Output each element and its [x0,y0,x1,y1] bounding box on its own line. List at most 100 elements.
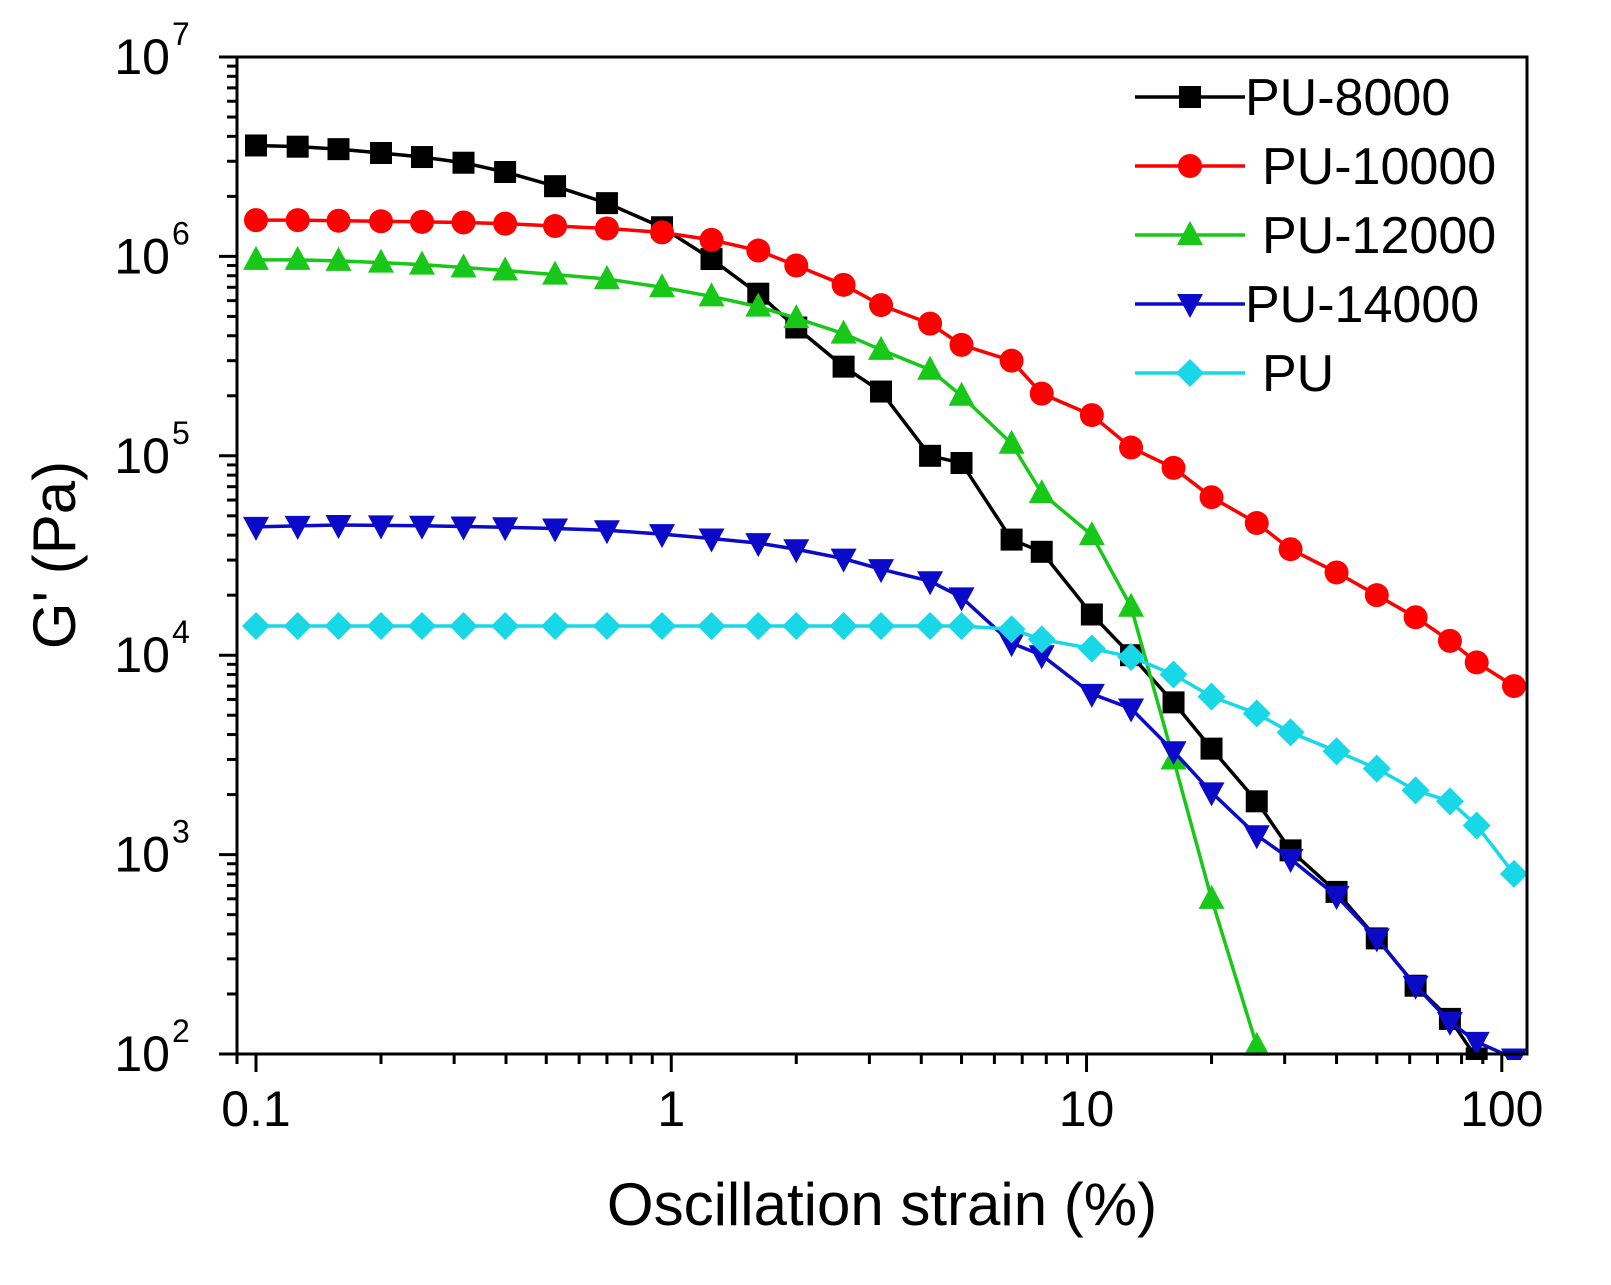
data-point [368,248,395,273]
data-point [1245,790,1268,813]
data-point [998,429,1025,454]
data-point [286,135,309,158]
data-point [648,612,677,641]
data-point [1464,650,1489,675]
data-point [284,515,311,540]
data-point [1030,540,1053,563]
data-point [699,227,724,252]
data-point [1324,560,1349,585]
y-tick-label: 10 [114,228,170,284]
data-point [1364,583,1389,608]
data-point [697,612,726,641]
data-point [324,612,353,641]
y-tick-exponent: 2 [172,1013,190,1049]
x-tick-label: 100 [1460,1081,1543,1137]
data-point [950,452,973,475]
series-pu [242,612,1527,888]
data-point [243,245,270,270]
data-point [1198,884,1225,909]
data-point [1463,1031,1490,1056]
legend-item: PU-14000 [1135,276,1479,334]
y-tick-label: 10 [114,1026,170,1082]
data-point [450,516,477,541]
data-point [1197,682,1226,711]
legend-label: PU [1262,345,1334,403]
data-point [829,612,858,641]
data-point [868,559,895,584]
data-point [868,335,895,360]
data-point [1402,975,1429,1000]
data-point [283,612,312,641]
y-tick-label: 10 [114,428,170,484]
series-pu-14000 [243,514,1527,1060]
plot-frame [235,55,1529,1056]
data-point [410,146,433,169]
data-point [242,612,271,641]
data-point [243,516,270,541]
data-point [369,209,394,234]
data-point [1501,674,1526,699]
data-point [1243,825,1270,850]
legend-marker [1179,86,1201,108]
y-tick-exponent: 5 [172,415,190,451]
data-point [1242,699,1271,728]
data-point [541,612,570,641]
data-point [542,260,569,285]
data-point [698,528,725,553]
legend-label: PU-14000 [1245,276,1479,334]
y-tick-exponent: 7 [172,16,190,52]
data-point [1200,737,1223,760]
data-point [408,250,435,275]
data-point [650,220,675,245]
data-point [1322,737,1351,766]
data-point [491,612,520,641]
data-point [325,246,352,271]
data-point [1362,754,1391,783]
y-tick-exponent: 6 [172,215,190,251]
y-tick-label: 10 [114,627,170,683]
data-point [782,612,811,641]
x-tick-label: 10 [1059,1081,1115,1137]
legend-item: PU-10000 [1135,138,1496,196]
data-point [543,214,568,239]
data-point [1401,776,1430,805]
data-point [1078,683,1105,708]
x-tick-label: 0.1 [221,1081,291,1137]
series-pu-10000 [244,208,1526,699]
legend-label: PU-10000 [1262,138,1496,196]
data-point [409,209,434,234]
series-layer [242,134,1527,1060]
legend-label: PU-8000 [1245,69,1450,127]
data-point [700,248,723,271]
data-point [1000,528,1023,551]
data-point [745,292,772,317]
data-point [1117,642,1146,671]
legend-marker [1177,221,1203,245]
data-point [1160,741,1187,766]
data-point [1077,634,1106,663]
data-point [408,515,435,540]
y-tick-exponent: 4 [172,614,190,650]
legend-item: PU [1135,345,1334,403]
data-point [1118,592,1145,617]
y-tick-exponent: 3 [172,814,190,850]
data-point [1079,403,1104,428]
data-point [326,208,351,233]
data-point [948,587,975,612]
data-point [593,520,620,545]
legend-label: PU-12000 [1262,207,1496,265]
legend-marker [1178,154,1202,178]
data-point [368,515,395,540]
legend-item: PU-8000 [1135,69,1450,127]
data-point [1199,485,1224,510]
data-point [1161,455,1186,480]
data-point [1080,603,1103,626]
legend-item: PU-12000 [1135,207,1496,265]
data-point [327,138,350,161]
data-point [367,612,396,641]
data-point [917,571,944,596]
data-point [1028,645,1055,670]
